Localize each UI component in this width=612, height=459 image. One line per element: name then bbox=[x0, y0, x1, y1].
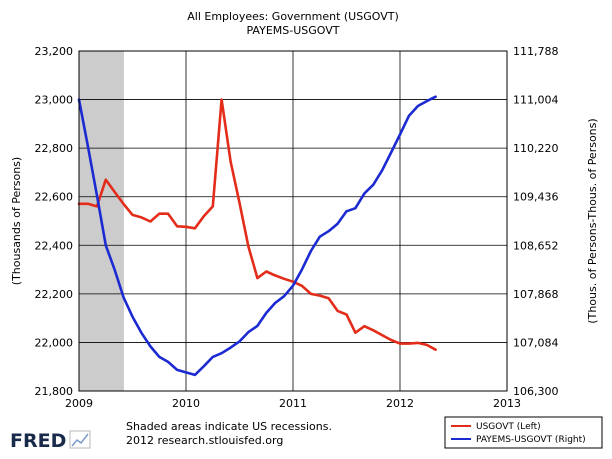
copyright-note: 2012 research.stlouisfed.org bbox=[126, 434, 283, 447]
y-left-tick-label: 22,600 bbox=[35, 191, 74, 204]
y-left-tick-label: 23,200 bbox=[35, 45, 74, 58]
axis-ticks: 21,800 106,300 22,000 107,084 22,200 107,868 2… bbox=[35, 45, 559, 410]
legend-box bbox=[444, 416, 603, 449]
x-tick-label: 2010 bbox=[172, 397, 200, 410]
chart-subtitle: PAYEMS-USGOVT bbox=[247, 24, 340, 37]
y-axis-right-label: (Thous. of Persons-Thous. of Persons) bbox=[586, 118, 599, 323]
chart-title: All Employees: Government (USGOVT) bbox=[187, 10, 399, 23]
y-left-tick-label: 23,000 bbox=[35, 94, 74, 107]
legend-label-payems-usgovt: PAYEMS-USGOVT (Right) bbox=[476, 435, 586, 445]
recession-note: Shaded areas indicate US recessions. bbox=[126, 420, 332, 433]
grid-lines bbox=[79, 51, 507, 391]
y-right-tick-label: 110,220 bbox=[513, 142, 559, 155]
y-left-tick-label: 22,800 bbox=[35, 142, 74, 155]
y-right-tick-label: 111,004 bbox=[513, 94, 559, 107]
y-axis-left-label: (Thousands of Persons) bbox=[10, 157, 23, 285]
y-right-tick-label: 106,300 bbox=[513, 385, 559, 398]
legend-label-usgovt: USGOVT (Left) bbox=[476, 422, 541, 432]
y-right-tick-label: 109,436 bbox=[513, 191, 559, 204]
series-line-payems-usgovt bbox=[77, 95, 437, 377]
plot-frame bbox=[78, 50, 508, 392]
series-lines bbox=[77, 95, 437, 377]
x-tick-label: 2012 bbox=[386, 397, 414, 410]
y-left-tick-label: 22,400 bbox=[35, 239, 74, 252]
legend: USGOVT (Left) PAYEMS-USGOVT (Right) bbox=[444, 416, 603, 449]
y-right-tick-label: 107,868 bbox=[513, 288, 559, 301]
fred-logo-text: FRED bbox=[10, 430, 66, 452]
x-tick-label: 2011 bbox=[279, 397, 307, 410]
y-right-tick-label: 111,788 bbox=[513, 45, 559, 58]
y-left-tick-label: 22,000 bbox=[35, 336, 74, 349]
x-tick-label: 2009 bbox=[65, 397, 93, 410]
y-left-tick-label: 21,800 bbox=[35, 385, 74, 398]
fred-logo: FRED bbox=[10, 430, 91, 452]
fred-logo-trend-icon bbox=[71, 433, 89, 447]
y-right-tick-label: 108,652 bbox=[513, 239, 559, 252]
fred-logo-graph-icon bbox=[69, 430, 91, 449]
y-left-tick-label: 22,200 bbox=[35, 288, 74, 301]
y-right-tick-label: 107,084 bbox=[513, 336, 559, 349]
x-tick-label: 2013 bbox=[493, 397, 521, 410]
series-line-usgovt bbox=[77, 98, 437, 352]
